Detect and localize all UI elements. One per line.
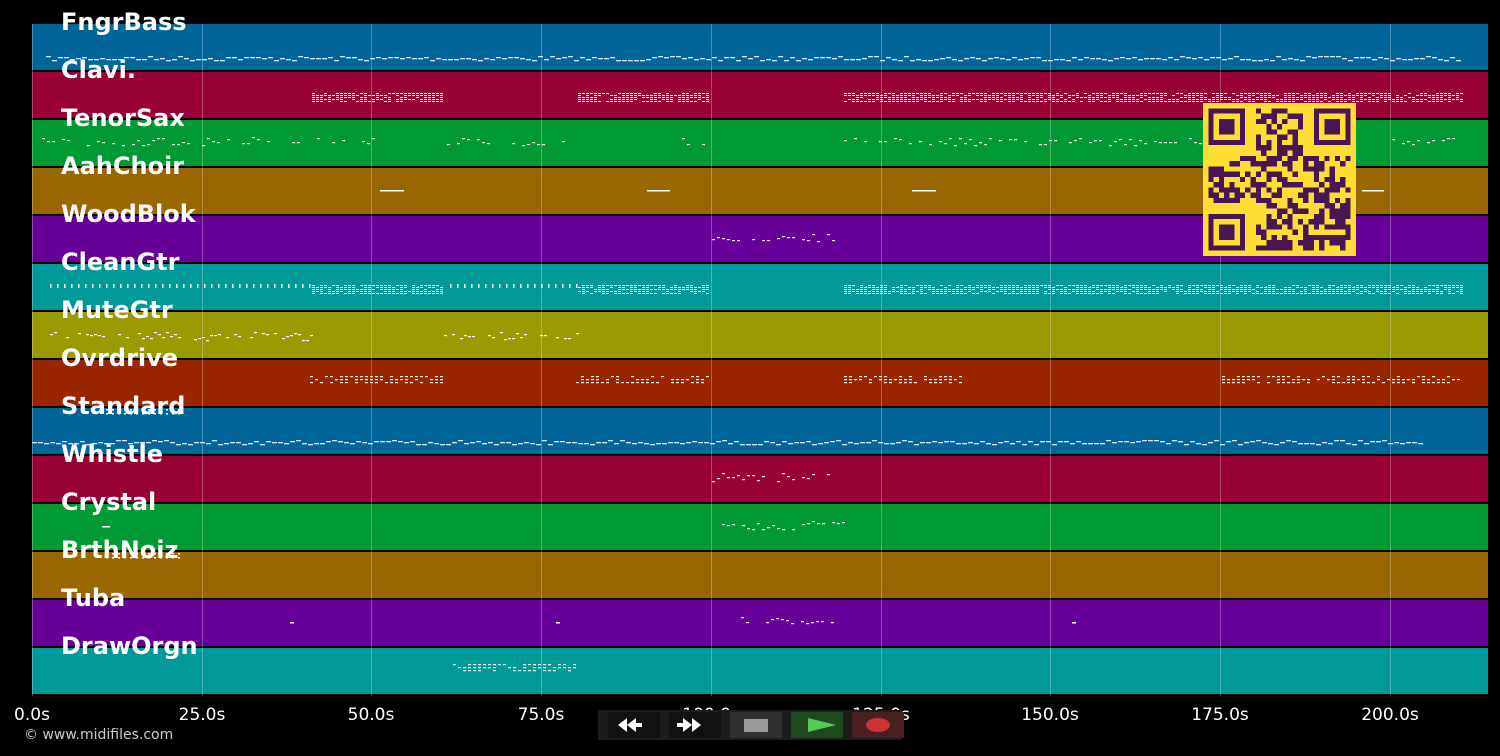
- track-label: BrthNoiz: [61, 536, 179, 564]
- timeline[interactable]: [32, 24, 1488, 696]
- track-notes: [50, 284, 1463, 294]
- time-tick-label: 25.0s: [178, 705, 226, 725]
- grid-line: [202, 24, 203, 696]
- track-label: TenorSax: [61, 104, 185, 132]
- time-tick-label: 200.0s: [1361, 705, 1419, 725]
- track-lane-whistle[interactable]: [32, 456, 1488, 502]
- rewind-icon: [618, 718, 642, 732]
- play-icon: [808, 718, 836, 732]
- grid-line: [32, 24, 33, 696]
- track-lane-ovrdrive[interactable]: [32, 360, 1488, 406]
- time-tick-label: 0.0s: [14, 705, 50, 725]
- track-notes: [290, 617, 1076, 625]
- copyright-credit: © www.midifiles.com: [24, 727, 174, 743]
- fast-forward-button[interactable]: [669, 712, 721, 738]
- time-tick-label: 175.0s: [1191, 705, 1249, 725]
- time-tick-label: 50.0s: [347, 705, 395, 725]
- time-tick-label: 75.0s: [517, 705, 565, 725]
- track-lane-clavi[interactable]: [32, 72, 1488, 118]
- track-notes: [102, 521, 845, 531]
- track-label: Whistle: [61, 440, 164, 468]
- track-lane-tuba[interactable]: [32, 600, 1488, 646]
- transport-controls: [598, 710, 904, 740]
- track-notes: [50, 332, 579, 342]
- track-lane-fngrbass[interactable]: [32, 24, 1488, 70]
- grid-line: [1050, 24, 1051, 696]
- track-notes: [106, 553, 180, 559]
- track-notes: [42, 137, 1455, 147]
- track-label: Crystal: [61, 488, 157, 516]
- track-label: FngrBass: [61, 8, 187, 36]
- track-label: CleanGtr: [61, 248, 180, 276]
- record-button[interactable]: [852, 712, 904, 738]
- track-label: Standard: [61, 392, 186, 420]
- track-notes: [453, 664, 576, 672]
- track-label: Ovrdrive: [61, 344, 179, 372]
- track-label: WoodBlok: [61, 200, 196, 228]
- track-label: Tuba: [61, 584, 126, 612]
- grid-line: [881, 24, 882, 696]
- grid-line: [1220, 24, 1221, 696]
- track-lane-crystal[interactable]: [32, 504, 1488, 550]
- track-notes: [380, 190, 1384, 192]
- track-lane-draworgn[interactable]: [32, 648, 1488, 694]
- grid-line: [371, 24, 372, 696]
- record-icon: [866, 718, 890, 732]
- play-button[interactable]: [791, 712, 843, 738]
- track-notes: [312, 93, 1463, 102]
- track-label: MuteGtr: [61, 296, 173, 324]
- track-notes: [712, 234, 835, 243]
- grid-line: [711, 24, 712, 696]
- track-lane-brthnoiz[interactable]: [32, 552, 1488, 598]
- track-label: AahChoir: [61, 152, 185, 180]
- track-lane-mutegtr[interactable]: [32, 312, 1488, 358]
- grid-line: [1390, 24, 1391, 696]
- rewind-button[interactable]: [608, 712, 660, 738]
- track-notes: [32, 409, 1423, 446]
- track-notes: [712, 473, 830, 483]
- track-lane-standard[interactable]: [32, 408, 1488, 454]
- track-label: Clavi.: [61, 56, 137, 84]
- grid-line: [541, 24, 542, 696]
- track-lane-cleangtr[interactable]: [32, 264, 1488, 310]
- track-notes: [46, 56, 1461, 62]
- track-label: DrawOrgn: [61, 632, 198, 660]
- time-tick-label: 150.0s: [1021, 705, 1079, 725]
- track-notes: [310, 376, 1460, 384]
- qr-code: [1203, 103, 1356, 256]
- stop-button[interactable]: [730, 712, 782, 738]
- fast-forward-icon: [677, 718, 701, 732]
- stop-icon: [744, 719, 768, 732]
